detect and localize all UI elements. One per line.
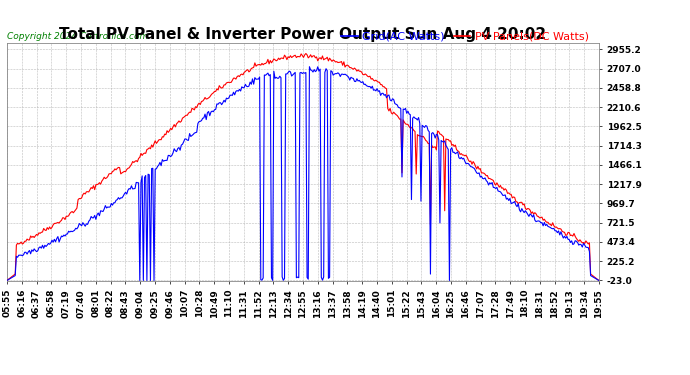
Legend: Grid(AC Watts), PV Panels(DC Watts): Grid(AC Watts), PV Panels(DC Watts): [337, 27, 593, 46]
Text: Copyright 2024 Cartronics.com: Copyright 2024 Cartronics.com: [7, 32, 148, 41]
Title: Total PV Panel & Inverter Power Output Sun Aug 4 20:02: Total PV Panel & Inverter Power Output S…: [59, 27, 546, 42]
